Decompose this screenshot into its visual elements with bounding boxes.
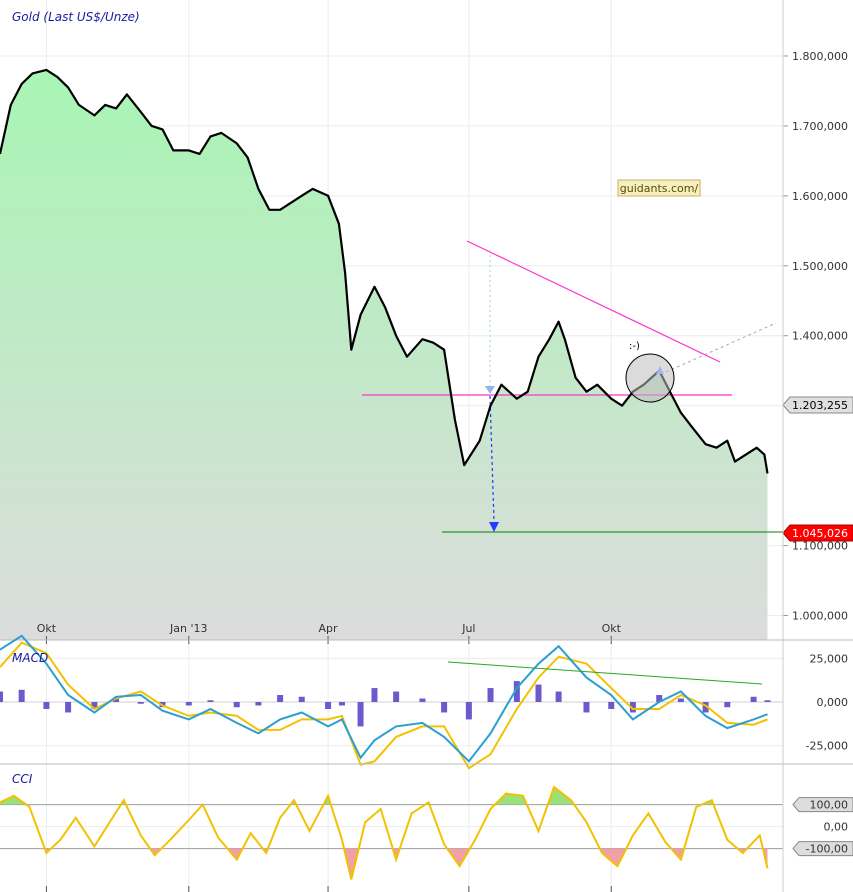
macd-histogram-bar	[0, 691, 3, 702]
cci-panel: CCI 100,00 0,00 -100,00	[0, 772, 853, 880]
price-x-tick-label: Okt	[37, 622, 57, 635]
price-chart-title: Gold (Last US$/Unze)	[12, 10, 140, 24]
macd-histogram	[0, 681, 771, 727]
price-x-tick-label: Apr	[319, 622, 339, 635]
macd-histogram-bar	[18, 689, 25, 702]
measure-arrow-icon	[485, 386, 495, 394]
macd-histogram-bar	[465, 702, 472, 720]
macd-histogram-bar	[441, 702, 448, 713]
macd-histogram-bar	[338, 702, 345, 706]
signal-line	[0, 641, 768, 770]
macd-histogram-bar	[325, 702, 332, 709]
macd-y-tick-label: -25,000	[806, 740, 848, 753]
target-value-tag	[782, 524, 853, 542]
macd-grid	[0, 657, 783, 747]
macd-histogram-bar	[724, 702, 731, 708]
up-arrow-icon	[656, 366, 664, 374]
watermark: guidants.com/	[620, 182, 699, 195]
cci-overbought-fill	[0, 787, 714, 805]
resistance-trendline	[466, 240, 721, 363]
price-y-tick-label: 1.000,000	[792, 610, 848, 623]
macd-histogram-bar	[91, 702, 98, 709]
price-y-tick-label: 1.800,000	[792, 50, 848, 63]
macd-histogram-bar	[393, 691, 400, 702]
macd-histogram-bar	[513, 681, 520, 702]
price-y-tick-label: 1.500,000	[792, 260, 848, 273]
macd-histogram-bar	[677, 698, 684, 702]
price-y-axis: 1.800,000 1.700,000 1.600,000 1.500,000 1.40…	[783, 50, 848, 623]
last-value-tag	[782, 396, 853, 414]
macd-line	[0, 634, 768, 763]
watermark-box	[617, 179, 701, 197]
projection-line	[665, 322, 777, 373]
macd-histogram-bar	[764, 700, 771, 702]
macd-y-tick-label: 25,000	[810, 652, 849, 665]
price-x-axis: Okt Jan '13 Apr Jul Okt	[37, 622, 622, 892]
macd-histogram-bar	[137, 702, 144, 704]
macd-histogram-bar	[113, 698, 120, 702]
macd-y-axis: 25,000 0,000 -25,000	[806, 652, 848, 752]
macd-histogram-bar	[255, 702, 262, 706]
macd-histogram-bar	[487, 688, 494, 702]
macd-histogram-bar	[535, 684, 542, 702]
macd-histogram-bar	[702, 702, 709, 713]
macd-histogram-bar	[583, 702, 590, 713]
cci-y-axis: 100,00 0,00 -100,00	[792, 797, 853, 857]
macd-y-tick-label: 0,000	[817, 696, 849, 709]
cci-level-tag	[792, 841, 853, 857]
macd-histogram-bar	[298, 696, 305, 702]
cci-line	[0, 785, 769, 880]
price-y-tick-label: 1.400,000	[792, 330, 848, 343]
macd-histogram-bar	[419, 698, 426, 702]
last-value-label: 1.203,255	[792, 399, 848, 412]
macd-histogram-bar	[371, 688, 378, 702]
highlight-circle	[625, 353, 675, 403]
cci-oversold-fill	[0, 848, 768, 880]
macd-histogram-bar	[608, 702, 615, 709]
macd-trendline	[447, 661, 763, 685]
macd-histogram-bar	[750, 696, 757, 702]
smiley-annotation: :-)	[629, 341, 640, 352]
price-x-tick-label: Jan '13	[169, 622, 207, 635]
macd-panel: MACD 25,000 0,000 -25,000	[0, 634, 848, 770]
cci-y-tick-label: -100,00	[806, 843, 848, 856]
macd-histogram-bar	[629, 702, 636, 713]
cci-title: CCI	[12, 772, 33, 786]
macd-title: MACD	[12, 651, 48, 665]
price-x-tick-label: Jul	[461, 622, 475, 635]
macd-histogram-bar	[185, 702, 192, 706]
macd-histogram-bar	[277, 695, 284, 702]
macd-histogram-bar	[207, 700, 214, 702]
macd-histogram-bar	[43, 702, 50, 709]
macd-histogram-bar	[656, 695, 663, 702]
cci-level-tag	[792, 797, 853, 813]
price-area-fill	[0, 69, 768, 640]
macd-histogram-bar	[65, 702, 72, 713]
price-y-tick-label: 1.700,000	[792, 120, 848, 133]
price-y-tick-label: 1.600,000	[792, 190, 848, 203]
price-x-tick-label: Okt	[602, 622, 622, 635]
macd-histogram-bar	[555, 691, 562, 702]
target-value-label: 1.045,026	[792, 527, 848, 540]
price-y-tick-label: 1.100,000	[792, 540, 848, 553]
target-arrow-icon	[489, 522, 499, 532]
macd-histogram-bar	[233, 702, 240, 708]
macd-histogram-bar	[357, 702, 364, 727]
cci-y-tick-label: 0,00	[824, 821, 849, 834]
cci-y-tick-label: 100,00	[810, 799, 849, 812]
